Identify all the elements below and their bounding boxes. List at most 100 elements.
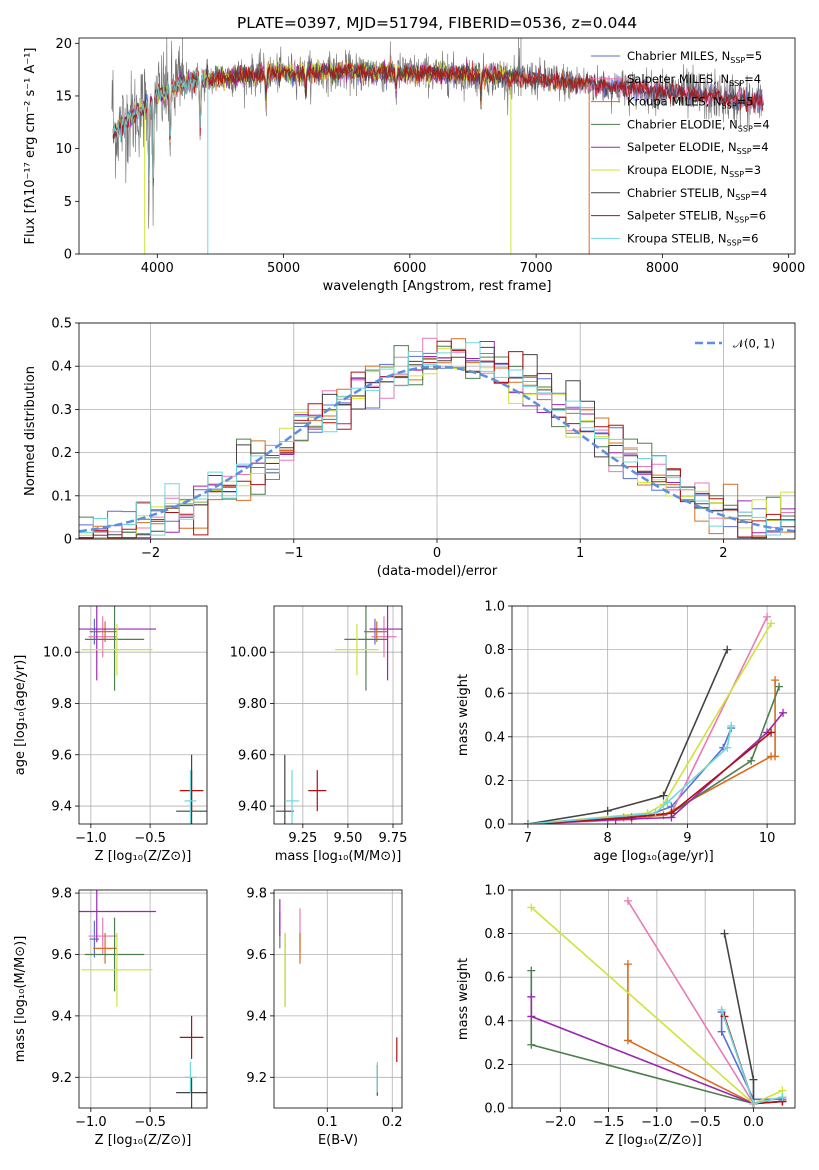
y-tick-label: 9.8 xyxy=(51,697,72,712)
legend-tail: =6 xyxy=(742,231,759,245)
histogram-salpeter-elodie xyxy=(79,341,795,539)
weight-marker xyxy=(749,1075,758,1084)
y-tick-label: 1.0 xyxy=(484,600,505,615)
weight-marker xyxy=(527,992,536,1001)
y-tick-label: 9.8 xyxy=(51,887,72,902)
y-tick-label: 9.6 xyxy=(51,748,72,763)
x-tick-label: −2 xyxy=(141,546,160,561)
weight-marker xyxy=(775,682,784,691)
x-tick-label: 7 xyxy=(524,831,532,846)
y-axis-label: mass [log₁₀(M/M⊙)] xyxy=(13,936,28,1063)
x-tick-label: −1.5 xyxy=(593,1115,625,1130)
plot-area-Z_mass xyxy=(79,890,207,1108)
axes-frame xyxy=(78,322,796,540)
y-tick-label: 10 xyxy=(55,142,72,157)
weight-marker xyxy=(527,1040,536,1049)
y-tick-label: 0.4 xyxy=(484,1014,505,1029)
legend-tail: =6 xyxy=(749,209,766,223)
x-tick-label: 10 xyxy=(759,831,776,846)
y-tick-label: 9.2 xyxy=(246,1071,267,1086)
legend-tail: =4 xyxy=(750,186,767,200)
model-spectrum xyxy=(112,60,764,183)
legend-tail: =4 xyxy=(752,140,769,154)
histogram-salpeter-stelib xyxy=(79,340,795,539)
weight-marker xyxy=(527,903,536,912)
weight-marker xyxy=(527,1012,536,1021)
x-tick-label: 6000 xyxy=(393,261,426,276)
y-tick-label: 0.0 xyxy=(484,1102,505,1117)
x-tick-label: 9.50 xyxy=(333,831,362,846)
weight-marker xyxy=(717,1005,726,1014)
plot-area-spectrum xyxy=(111,38,764,254)
axes-frame xyxy=(511,889,796,1109)
legend-tail: =3 xyxy=(744,163,761,177)
legend-label: Salpeter STELIB, NSSP=6 xyxy=(627,209,766,225)
x-axis-label: age [log₁₀(age/yr)] xyxy=(593,849,714,864)
panel-spectrum: 4000 5000 6000 7000 8000 9000 0 5 10 15 20 waveleng… xyxy=(23,37,805,294)
y-tick-label: 0.0 xyxy=(484,818,505,833)
y-axis-label: Normed distribution xyxy=(23,366,38,496)
y-axis-label: mass weight xyxy=(456,958,471,1040)
legend-label: Kroupa ELODIE, NSSP=3 xyxy=(627,163,761,179)
legend-label: Chabrier ELODIE, NSSP=4 xyxy=(627,117,770,133)
y-tick-label: 15 xyxy=(55,89,72,104)
x-axis-label: wavelength [Angstrom, rest frame] xyxy=(323,279,552,294)
y-tick-label: 0.2 xyxy=(51,446,72,461)
x-tick-label: 9 xyxy=(683,831,691,846)
weight-line xyxy=(527,649,728,824)
x-tick-label: −2.0 xyxy=(545,1115,577,1130)
x-tick-label: 1 xyxy=(576,546,584,561)
weight-line xyxy=(720,1012,783,1101)
legend-label: Salpeter MILES, NSSP=4 xyxy=(627,72,761,88)
y-tick-label: 9.6 xyxy=(246,948,267,963)
x-axis-label: Z [log₁₀(Z/Z⊙)] xyxy=(605,1133,702,1148)
y-tick-label: 9.8 xyxy=(246,887,267,902)
legend-sub: SSP xyxy=(727,238,742,247)
legend-tail: =5 xyxy=(745,49,762,63)
x-tick-label: −0.5 xyxy=(134,1115,166,1130)
weight-marker xyxy=(663,798,672,807)
legend-tail: =5 xyxy=(737,95,754,109)
y-tick-label: 9.40 xyxy=(238,800,267,815)
weight-line xyxy=(720,1009,783,1105)
x-tick-label: 0.0 xyxy=(743,1115,764,1130)
x-tick-label: −0.5 xyxy=(689,1115,721,1130)
panel-Z_mass: −1.0 −0.5 9.2 9.4 9.6 9.8 Z [log₁₀(Z/Z⊙)] mass … xyxy=(13,887,208,1148)
weight-line xyxy=(527,731,772,824)
normal-curve xyxy=(79,365,795,533)
weight-marker xyxy=(723,743,732,752)
panel-age_weight: 7 8 9 10 0.0 0.2 0.4 0.6 0.8 1.0 age [log₁₀(age/yr… xyxy=(456,600,796,864)
weight-marker xyxy=(778,1093,787,1102)
weight-line xyxy=(527,616,768,824)
legend-sub: SSP xyxy=(737,147,752,156)
weight-line xyxy=(527,712,784,824)
weight-marker xyxy=(717,1027,726,1036)
panel-Z_age: −1.0 −0.5 9.4 9.6 9.8 10.0 Z [log₁₀(Z/Z⊙)] age … xyxy=(13,605,208,864)
x-axis-label: Z [log₁₀(Z/Z⊙)] xyxy=(95,849,192,864)
y-tick-label: 0.3 xyxy=(51,403,72,418)
weight-line xyxy=(527,622,772,824)
weight-marker xyxy=(651,809,660,818)
weight-marker xyxy=(723,645,732,654)
axes-frame xyxy=(511,605,796,825)
plot-area-Z_age xyxy=(79,606,207,824)
weight-marker xyxy=(727,721,736,730)
y-axis-label: mass weight xyxy=(456,674,471,756)
weight-line xyxy=(723,933,755,1104)
y-tick-label: 9.60 xyxy=(238,748,267,763)
plot-area-Z_weight xyxy=(527,896,787,1108)
legend-sub: SSP xyxy=(729,170,744,179)
x-tick-label: 2 xyxy=(719,546,727,561)
x-tick-label: 7000 xyxy=(520,261,553,276)
legend-label: 𝒩(0, 1) xyxy=(733,337,775,351)
weight-marker xyxy=(747,756,756,765)
x-tick-label: 9.25 xyxy=(288,831,317,846)
axes-frame xyxy=(273,889,403,1109)
x-tick-label: 4000 xyxy=(141,261,174,276)
y-tick-label: 5 xyxy=(64,195,72,210)
x-tick-label: 9000 xyxy=(772,261,805,276)
weight-marker xyxy=(523,820,532,824)
y-tick-label: 0.6 xyxy=(484,687,505,702)
y-tick-label: 0.4 xyxy=(484,730,505,745)
panel-Z_weight: −2.0 −1.5 −1.0 −0.5 0.0 0.0 0.2 0.4 0.6 0.8 1.0 Z [… xyxy=(456,884,796,1148)
